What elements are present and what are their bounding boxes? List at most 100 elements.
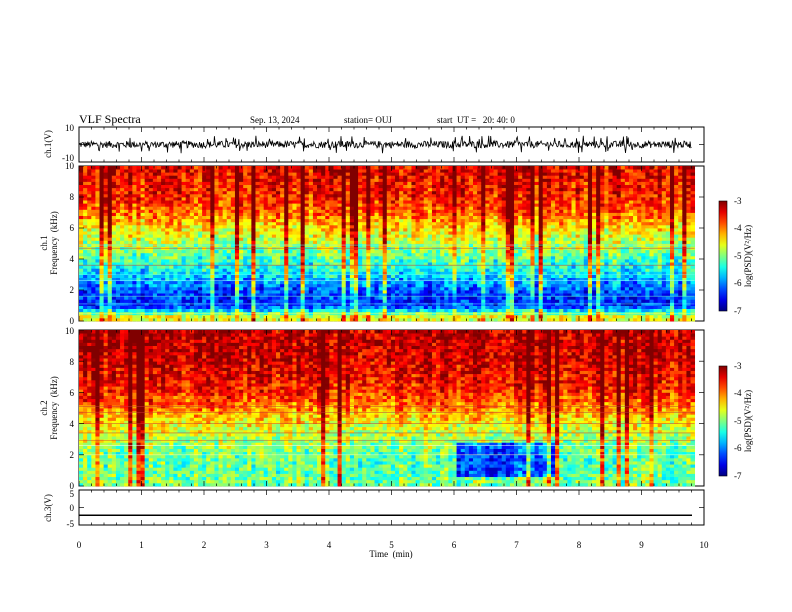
spectrogram-cell xyxy=(395,181,400,185)
spectrogram-cell xyxy=(140,265,146,269)
spectrogram-cell xyxy=(120,224,125,229)
spectrogram-cell xyxy=(259,268,265,272)
spectrogram-cell xyxy=(247,293,252,297)
spectrogram-cell xyxy=(473,221,478,226)
spectrogram-cell xyxy=(185,299,191,303)
spectrogram-cell xyxy=(304,172,310,176)
spectrogram-cell xyxy=(173,237,178,241)
spectrogram-cell xyxy=(366,190,371,195)
spectrogram-cell xyxy=(107,286,113,291)
spectrogram-cell xyxy=(226,175,232,179)
spectrogram-cell xyxy=(222,252,228,257)
spectrogram-cell xyxy=(407,197,412,201)
spectrogram-cell xyxy=(337,277,343,282)
spectrogram-cell xyxy=(144,231,150,235)
spectrogram-cell xyxy=(337,234,343,238)
spectrogram-cell xyxy=(312,274,318,278)
spectrogram-cell xyxy=(144,197,150,201)
spectrogram-cell xyxy=(79,218,84,223)
spectrogram-cell xyxy=(107,166,113,170)
spectrogram-cell xyxy=(99,314,105,319)
spectrogram-cell xyxy=(436,252,441,257)
spectrogram-cell xyxy=(165,271,170,275)
spectrogram-cell xyxy=(427,271,433,275)
spectrogram-cell xyxy=(193,280,199,285)
spectrogram-cell xyxy=(189,314,195,319)
spectrogram-cell xyxy=(366,314,371,319)
spectrogram-cell xyxy=(132,221,137,226)
spectrogram-cell xyxy=(427,314,433,319)
spectrogram-cell xyxy=(407,184,412,189)
spectrogram-cell xyxy=(107,234,113,238)
spectrogram-cell xyxy=(337,240,343,244)
spectrogram-cell xyxy=(403,224,408,229)
spectrogram-cell xyxy=(120,181,125,185)
spectrogram-cell xyxy=(222,265,228,269)
spectrogram-cell xyxy=(431,240,437,244)
spectrogram-cell xyxy=(378,280,384,285)
spectrogram-cell xyxy=(333,255,338,260)
spectrogram-cell xyxy=(378,169,384,173)
spectrogram-cell xyxy=(415,184,421,189)
spectrogram-cell xyxy=(366,249,371,254)
spectrogram-cell xyxy=(374,255,379,260)
spectrogram-cell xyxy=(300,181,306,185)
spectrogram-cell xyxy=(464,255,470,260)
spectrogram-cell xyxy=(255,240,260,244)
spectrogram-cell xyxy=(333,231,338,235)
spectrogram-cell xyxy=(431,206,437,210)
spectrogram-cell xyxy=(156,265,162,269)
spectrogram-cell xyxy=(280,265,285,269)
spectrogram-cell xyxy=(362,280,367,285)
spectrogram-cell xyxy=(395,286,400,291)
spectrogram-cell xyxy=(333,212,338,216)
spectrogram-cell xyxy=(341,218,347,223)
spectrogram-cell xyxy=(423,237,429,241)
spectrogram-cell xyxy=(247,317,252,322)
spectrogram-cell xyxy=(226,274,232,278)
spectrogram-cell xyxy=(251,237,256,241)
spectrogram-cell xyxy=(436,286,441,291)
spectrogram-cell xyxy=(276,175,281,179)
spectrogram-cell xyxy=(161,249,166,254)
spectrogram-cell xyxy=(267,290,273,294)
spectrogram-cell xyxy=(173,262,178,266)
spectrogram-cell xyxy=(230,255,236,260)
spectrogram-cell xyxy=(370,265,375,269)
spectrogram-cell xyxy=(181,181,187,185)
spectrogram-cell xyxy=(444,240,449,244)
spectrogram-cell xyxy=(427,169,433,173)
spectrogram-cell xyxy=(87,296,92,300)
spectrogram-cell xyxy=(255,262,260,266)
spectrogram-cell xyxy=(366,215,371,220)
spectrogram-cell xyxy=(161,184,166,189)
spectrogram-cell xyxy=(448,296,453,300)
spectrogram-cell xyxy=(423,197,429,201)
spectrogram-cell xyxy=(136,209,141,213)
spectrogram-cell xyxy=(239,231,244,235)
spectrogram-cell xyxy=(87,280,92,285)
spectrogram-cell xyxy=(284,314,289,319)
spectrogram-cell xyxy=(312,296,318,300)
spectrogram-cell xyxy=(181,237,187,241)
spectrogram-cell xyxy=(440,175,445,179)
spectrogram-cell xyxy=(370,290,375,294)
spectrogram-cell xyxy=(423,249,429,254)
spectrogram-cell xyxy=(440,190,445,195)
spectrogram-cell xyxy=(226,271,232,275)
spectrogram-cell xyxy=(423,218,429,223)
spectrogram-cell xyxy=(337,215,343,220)
spectrogram-cell xyxy=(288,218,293,223)
spectrogram-cell xyxy=(349,221,355,226)
ch1-waveform-panel: 10 -10 ch.1(V) xyxy=(43,123,705,163)
spectrogram-cell xyxy=(140,280,146,285)
spectrogram-cell xyxy=(161,268,166,272)
spectrogram-cell xyxy=(107,305,113,309)
spectrogram-cell xyxy=(185,212,191,216)
spectrogram-cell xyxy=(444,249,449,254)
spectrogram-cell xyxy=(292,249,297,254)
spectrogram-cell xyxy=(95,271,100,275)
spectrogram-cell xyxy=(460,308,466,313)
spectrogram-cell xyxy=(382,231,388,235)
spectrogram-cell xyxy=(161,252,166,257)
